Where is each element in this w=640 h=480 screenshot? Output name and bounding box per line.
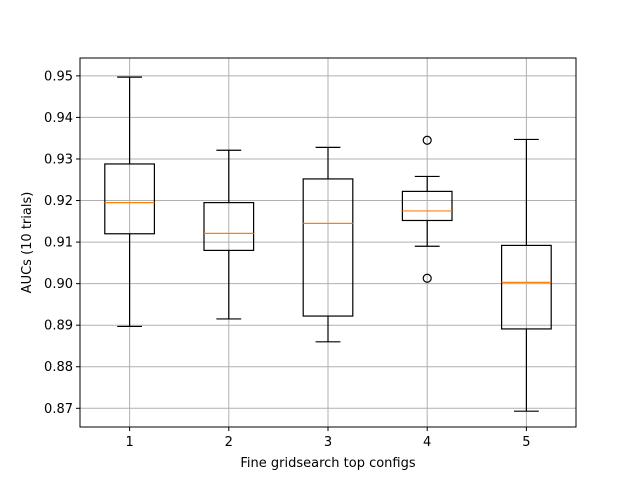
outlier-point [422, 273, 432, 283]
y-tick-label: 0.89 [44, 319, 73, 334]
box-5 [501, 138, 552, 412]
y-tick-label: 0.95 [44, 69, 73, 84]
box-3 [302, 146, 354, 343]
y-tick-label: 0.91 [44, 236, 73, 251]
box-body [203, 202, 255, 251]
outlier-point [422, 135, 432, 145]
x-axis: 1 2 3 4 5 [125, 427, 531, 450]
y-tick-label: 0.93 [44, 152, 73, 167]
x-tick-label: 1 [125, 435, 133, 450]
y-tick-label: 0.92 [44, 194, 73, 209]
box-body [302, 178, 354, 317]
box-2 [203, 149, 255, 320]
y-tick-label: 0.88 [44, 360, 73, 375]
x-tick-label: 2 [225, 435, 233, 450]
x-tick-label: 5 [522, 435, 530, 450]
box-body [401, 190, 453, 222]
box-body [104, 163, 156, 235]
x-tick-label: 3 [324, 435, 332, 450]
y-tick-label: 0.94 [44, 111, 73, 126]
y-axis: 0.87 0.88 0.89 0.90 0.91 0.92 0.93 0.94 0.95 [44, 69, 80, 417]
box-4 [401, 135, 453, 283]
y-axis-label: AUCs (10 trials) [20, 192, 35, 294]
box-1 [104, 76, 156, 328]
y-tick-label: 0.90 [44, 277, 73, 292]
x-axis-label: Fine gridsearch top configs [240, 456, 416, 471]
box-series [104, 76, 552, 412]
y-tick-label: 0.87 [44, 402, 73, 417]
box-body [501, 244, 552, 330]
x-tick-label: 4 [423, 435, 431, 450]
